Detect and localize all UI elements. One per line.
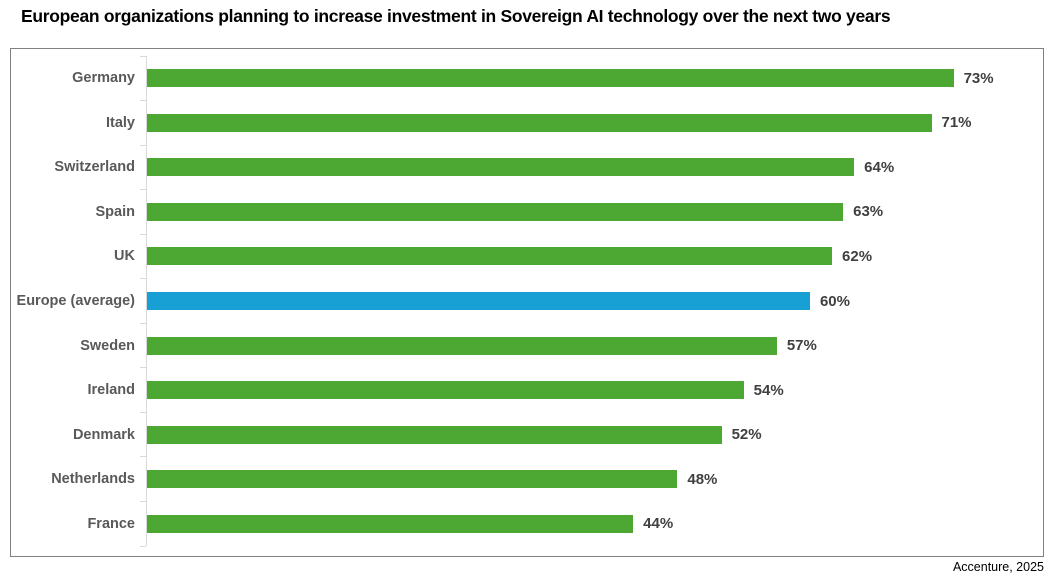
bar-track: 64%	[140, 144, 1042, 190]
chart-row-sweden: Sweden 57%	[11, 322, 1042, 368]
bar-track: 62%	[140, 233, 1042, 279]
category-label-netherlands: Netherlands	[51, 471, 135, 488]
bar-france	[147, 514, 634, 533]
bar-europe-average	[147, 292, 810, 310]
category-label-denmark: Denmark	[72, 426, 135, 443]
bar-rows: Germany 73% Italy 71% Switzerland 64% Spain 63%…	[11, 55, 1042, 547]
chart-row-europe-average: Europe (average) 60%	[11, 278, 1042, 324]
bar-netherlands	[147, 470, 678, 489]
chart-row-spain: Spain 63%	[11, 189, 1042, 235]
value-label-uk: 62%	[842, 247, 873, 265]
value-label-italy: 71%	[941, 114, 972, 132]
bar-track: 63%	[140, 189, 1042, 235]
chart-row-netherlands: Netherlands 48%	[11, 456, 1042, 502]
category-label-ireland: Ireland	[87, 382, 135, 399]
chart-row-germany: Germany 73%	[11, 55, 1042, 101]
bar-denmark	[147, 425, 722, 444]
chart-row-france: France 44%	[11, 500, 1042, 547]
bar-track: 71%	[140, 100, 1042, 146]
bar-uk	[147, 247, 833, 266]
bar-spain	[147, 202, 844, 221]
value-label-switzerland: 64%	[864, 158, 895, 176]
category-label-france: France	[87, 515, 135, 532]
chart-row-ireland: Ireland 54%	[11, 367, 1042, 413]
bar-track: 44%	[140, 500, 1042, 547]
plot-area: Germany 73% Italy 71% Switzerland 64% Spain 63%…	[10, 48, 1044, 557]
value-label-france: 44%	[643, 515, 674, 533]
bar-germany	[147, 69, 954, 88]
value-label-spain: 63%	[853, 203, 884, 221]
bar-track: 54%	[140, 367, 1042, 413]
category-label-germany: Germany	[72, 70, 135, 87]
bar-track: 57%	[140, 322, 1042, 368]
bar-ireland	[147, 381, 744, 400]
category-label-italy: Italy	[105, 114, 135, 131]
category-label-europe-average: Europe (average)	[16, 293, 135, 309]
bar-switzerland	[147, 158, 855, 177]
bar-track: 48%	[140, 456, 1042, 502]
bar-track: 73%	[140, 55, 1042, 101]
value-label-sweden: 57%	[786, 337, 817, 355]
category-label-switzerland: Switzerland	[54, 159, 135, 176]
bar-track: 52%	[140, 411, 1042, 457]
chart-row-switzerland: Switzerland 64%	[11, 144, 1042, 190]
value-label-ireland: 54%	[753, 381, 784, 399]
chart-title: European organizations planning to incre…	[21, 6, 891, 26]
category-label-sweden: Sweden	[80, 337, 135, 354]
bar-italy	[147, 113, 932, 132]
source-credit: Accenture, 2025	[952, 560, 1044, 574]
value-label-denmark: 52%	[731, 426, 762, 444]
value-label-netherlands: 48%	[687, 470, 718, 488]
value-label-germany: 73%	[963, 69, 994, 87]
value-label-europe-average: 60%	[819, 292, 850, 310]
chart-row-uk: UK 62%	[11, 233, 1042, 279]
chart-row-denmark: Denmark 52%	[11, 411, 1042, 457]
bar-sweden	[147, 336, 777, 355]
category-label-uk: UK	[114, 248, 135, 265]
bar-track: 60%	[140, 278, 1042, 324]
category-label-spain: Spain	[95, 203, 135, 220]
chart-row-italy: Italy 71%	[11, 100, 1042, 146]
